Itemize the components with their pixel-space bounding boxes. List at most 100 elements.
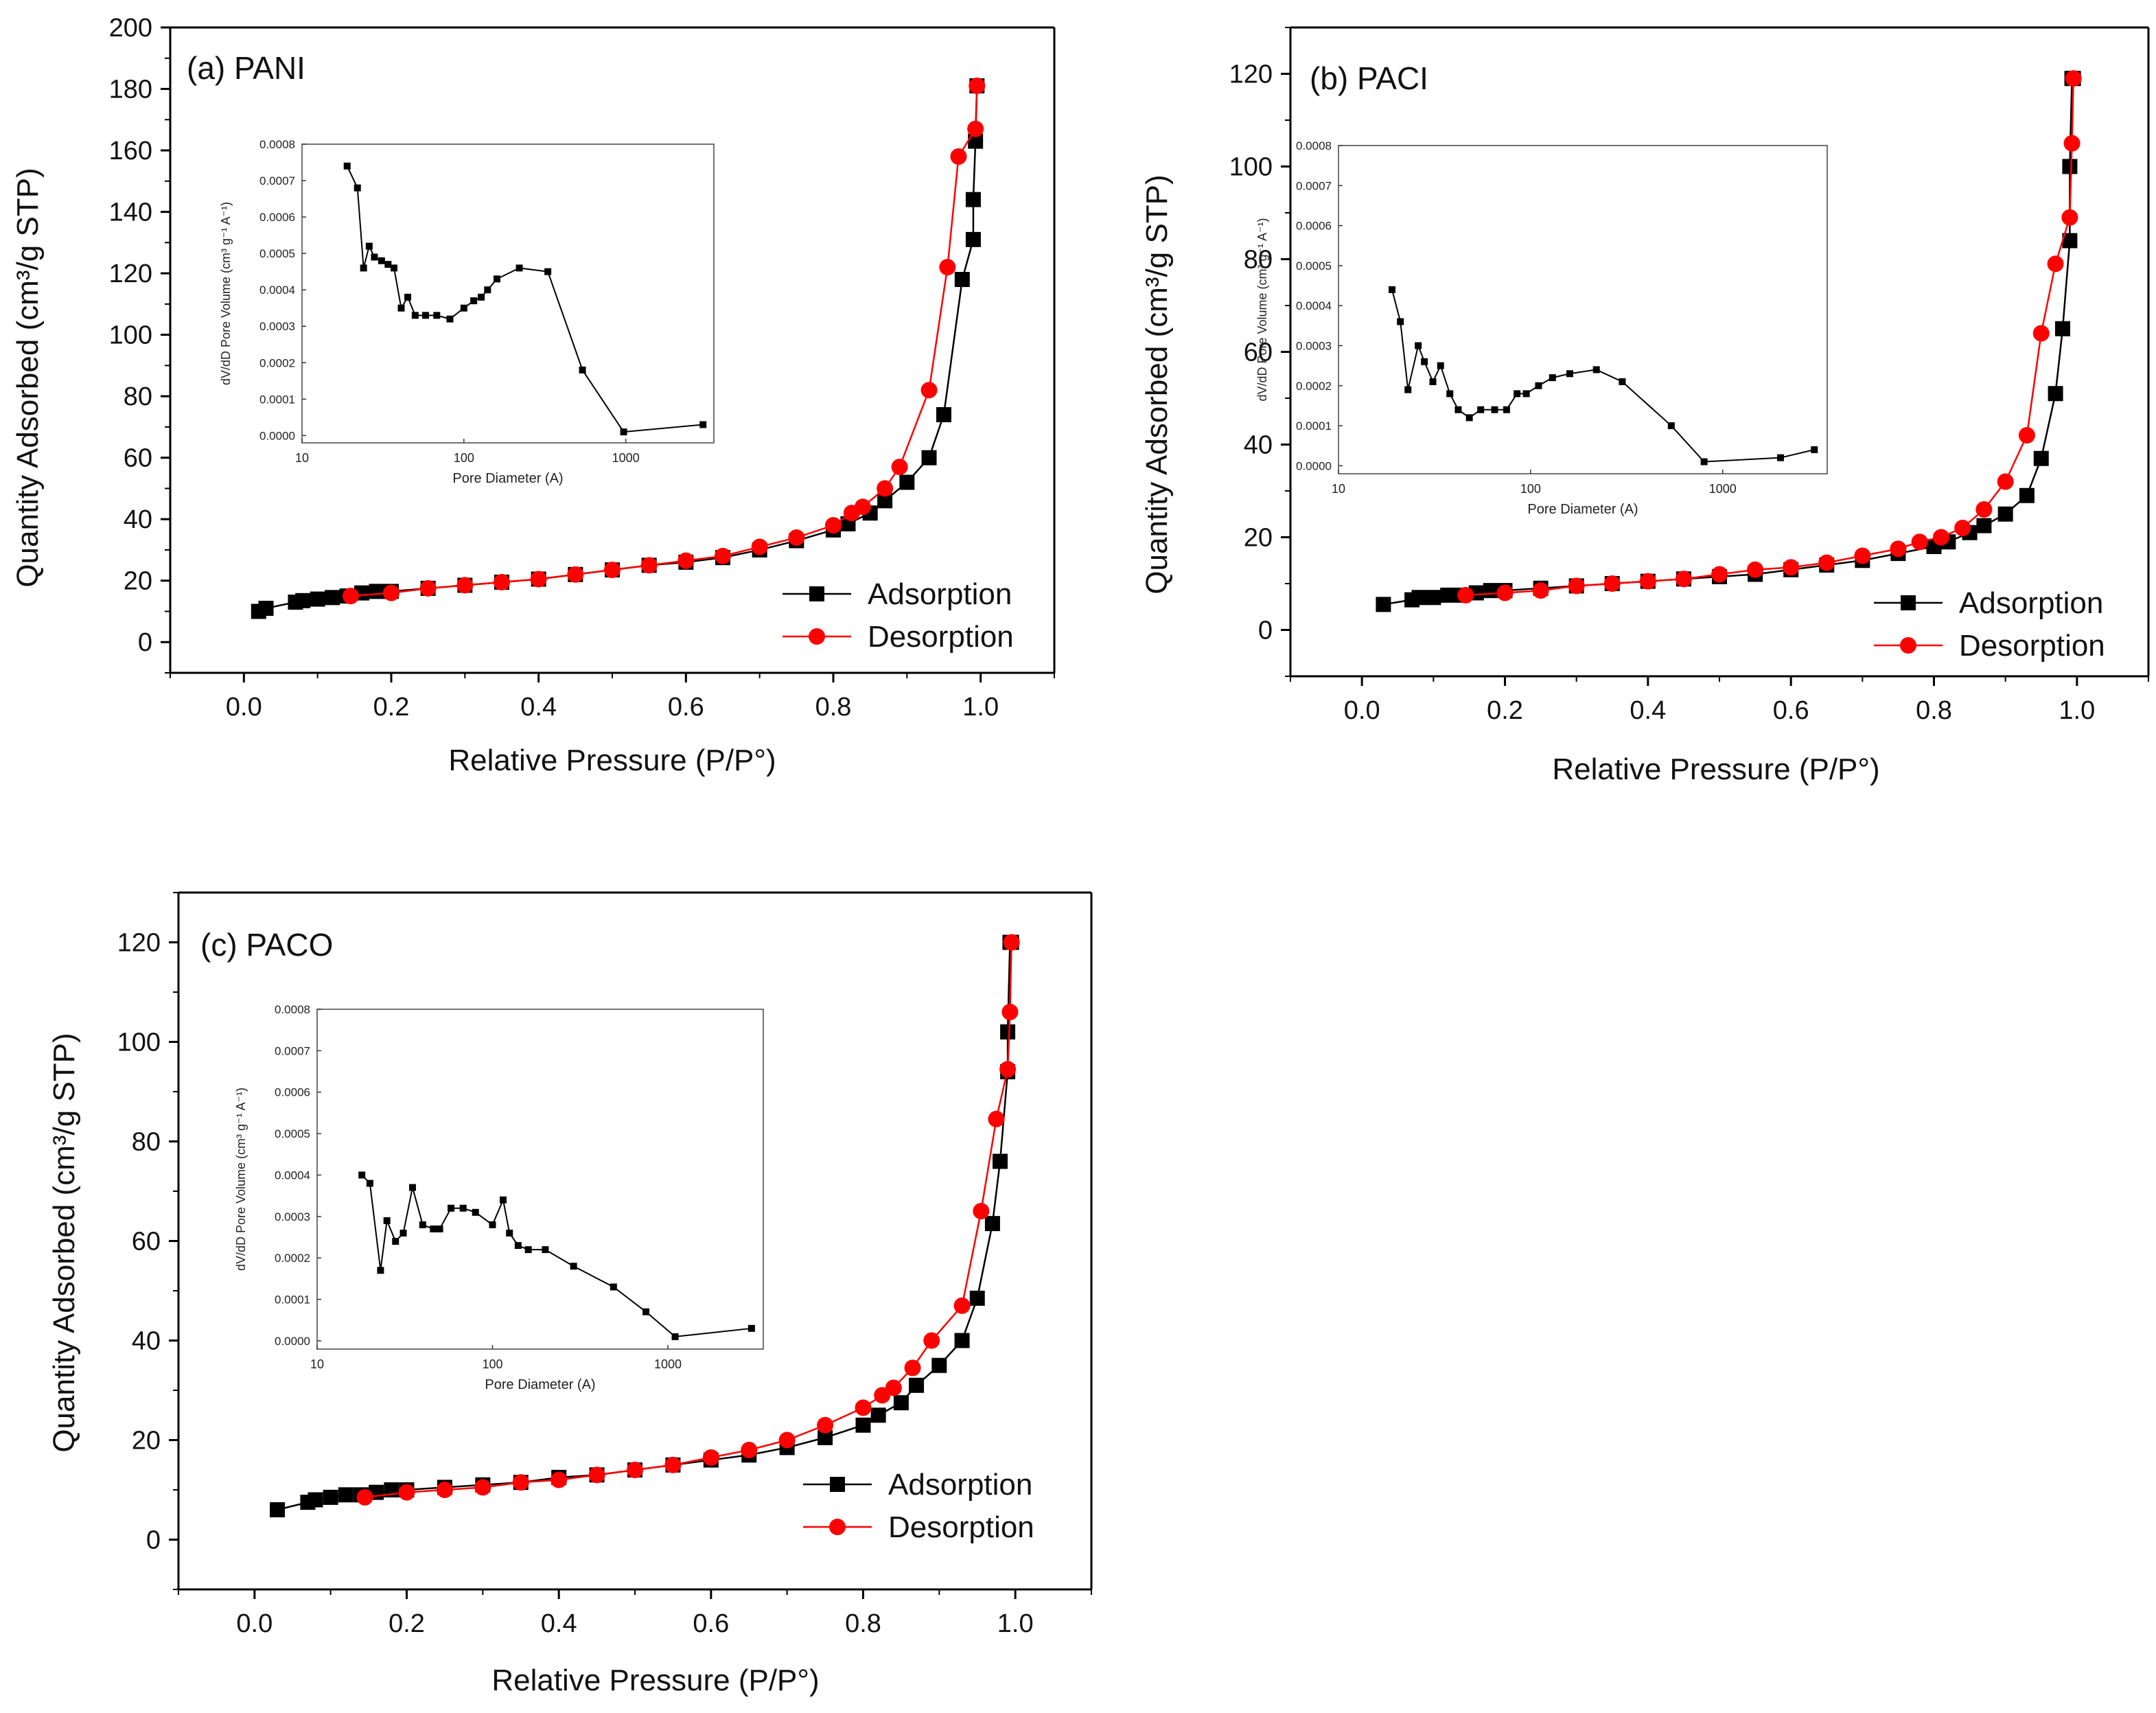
data-point bbox=[530, 571, 547, 588]
y-tick-label: 100 bbox=[1229, 153, 1273, 182]
data-point bbox=[369, 584, 384, 599]
inset-data-point bbox=[699, 421, 707, 428]
x-tick-label: 0.8 bbox=[815, 693, 852, 722]
data-point bbox=[920, 382, 938, 399]
data-point bbox=[891, 459, 908, 476]
data-point bbox=[2047, 255, 2064, 273]
data-point bbox=[664, 1456, 682, 1473]
data-point bbox=[1376, 597, 1391, 612]
legend-label: Adsorption bbox=[868, 577, 1012, 611]
y-tick-label: 20 bbox=[132, 1427, 161, 1456]
y-tick-label: 100 bbox=[109, 321, 152, 350]
data-point bbox=[965, 231, 981, 247]
data-point bbox=[2033, 450, 2049, 466]
legend: Adsorption Desorption bbox=[1874, 586, 2105, 663]
inset-y-tick-label: 0.0005 bbox=[1296, 260, 1332, 273]
x-tick-label: 0.6 bbox=[693, 1609, 729, 1638]
inset-y-tick-label: 0.0006 bbox=[259, 211, 295, 224]
legend-marker bbox=[1901, 595, 1916, 610]
data-point bbox=[323, 1489, 338, 1505]
x-tick-label: 0.2 bbox=[373, 693, 410, 722]
data-point bbox=[936, 407, 951, 422]
inset-data-point bbox=[524, 1246, 532, 1254]
data-point bbox=[817, 1416, 834, 1434]
x-tick-label: 0.6 bbox=[668, 693, 704, 722]
data-point bbox=[2062, 159, 2078, 174]
inset-series-line bbox=[361, 1174, 752, 1337]
inset-data-point bbox=[459, 1204, 467, 1212]
y-tick-label: 80 bbox=[1244, 246, 1273, 275]
data-point bbox=[1997, 506, 2013, 522]
panel-title: (b) PACI bbox=[1310, 60, 1428, 96]
inset-data-point bbox=[411, 312, 419, 319]
inset-data-point bbox=[470, 297, 478, 305]
inset-x-tick-label: 100 bbox=[482, 1357, 502, 1371]
data-point bbox=[1911, 533, 1928, 551]
data-point bbox=[2018, 427, 2035, 444]
inset-x-tick-label: 10 bbox=[310, 1357, 324, 1371]
data-point bbox=[969, 78, 986, 95]
data-point bbox=[1783, 559, 1800, 576]
inset-chart: 10 100 1000 0.0000 0.0001 0.0002 0.0003 0.0004 0… bbox=[234, 1003, 764, 1392]
inset-data-point bbox=[378, 257, 385, 264]
inset-data-point bbox=[1811, 446, 1818, 454]
inset-data-point bbox=[500, 1196, 507, 1204]
inset-data-point bbox=[570, 1263, 577, 1270]
data-point bbox=[953, 1297, 971, 1314]
data-point bbox=[973, 1203, 990, 1219]
x-tick-label: 1.0 bbox=[2059, 696, 2095, 725]
data-point bbox=[874, 1387, 891, 1404]
y-tick-label: 120 bbox=[1229, 60, 1273, 89]
x-tick-label: 0.2 bbox=[389, 1609, 425, 1638]
inset-x-axis-label: Pore Diameter (A) bbox=[485, 1377, 595, 1392]
desorption-series bbox=[356, 934, 1020, 1506]
inset-y-tick-label: 0.0006 bbox=[1296, 220, 1332, 233]
x-tick-label: 1.0 bbox=[962, 693, 999, 722]
inset-y-tick-label: 0.0001 bbox=[259, 393, 295, 406]
inset-y-tick-label: 0.0008 bbox=[275, 1003, 310, 1016]
legend: Adsorption Desorption bbox=[803, 1468, 1034, 1544]
inset-data-point bbox=[642, 1308, 650, 1315]
data-point bbox=[855, 1417, 871, 1433]
inset-data-point bbox=[1429, 378, 1437, 385]
inset-data-point bbox=[377, 1267, 384, 1274]
data-point bbox=[968, 133, 984, 149]
data-point bbox=[588, 1467, 605, 1484]
inset-data-point bbox=[1397, 318, 1404, 325]
inset-data-point bbox=[478, 293, 485, 301]
inset-y-axis-label: dV/dD Pore Volume (cm³ g⁻¹ A⁻¹) bbox=[219, 202, 233, 385]
inset-x-tick-label: 1000 bbox=[654, 1357, 682, 1371]
data-point bbox=[258, 601, 274, 616]
inset-y-tick-label: 0.0003 bbox=[275, 1210, 310, 1223]
legend-label: Adsorption bbox=[1959, 586, 2103, 620]
data-point bbox=[1711, 566, 1728, 583]
inset-data-point bbox=[506, 1229, 513, 1237]
data-point bbox=[909, 1377, 925, 1393]
data-point bbox=[2032, 325, 2050, 342]
inset-y-tick-label: 0.0005 bbox=[275, 1127, 310, 1140]
inset-data-point bbox=[1477, 406, 1485, 413]
x-tick-label: 0.4 bbox=[1630, 696, 1666, 725]
data-point bbox=[999, 1061, 1017, 1078]
y-tick-label: 60 bbox=[132, 1228, 161, 1256]
data-point bbox=[1818, 554, 1835, 571]
data-point bbox=[741, 1442, 758, 1458]
data-point bbox=[1568, 577, 1585, 595]
inset-frame bbox=[301, 143, 715, 444]
data-point bbox=[1411, 590, 1427, 606]
inset-data-point bbox=[392, 1238, 399, 1245]
legend-marker bbox=[809, 628, 825, 645]
inset-data-point bbox=[460, 304, 467, 312]
inset-x-tick-label: 1000 bbox=[612, 451, 640, 465]
inset-x-tick-label: 100 bbox=[1520, 482, 1541, 496]
inset-y-tick-label: 0.0000 bbox=[1296, 459, 1332, 472]
inset-chart: 10 100 1000 0.0000 0.0001 0.0002 0.0003 0.0004 0… bbox=[219, 138, 715, 486]
data-point bbox=[818, 1429, 833, 1445]
data-point bbox=[2063, 135, 2080, 152]
data-point bbox=[1890, 540, 1907, 557]
data-point bbox=[893, 1395, 909, 1411]
data-point bbox=[338, 1487, 353, 1503]
desorption-series bbox=[342, 78, 986, 605]
data-point bbox=[1426, 590, 1441, 606]
